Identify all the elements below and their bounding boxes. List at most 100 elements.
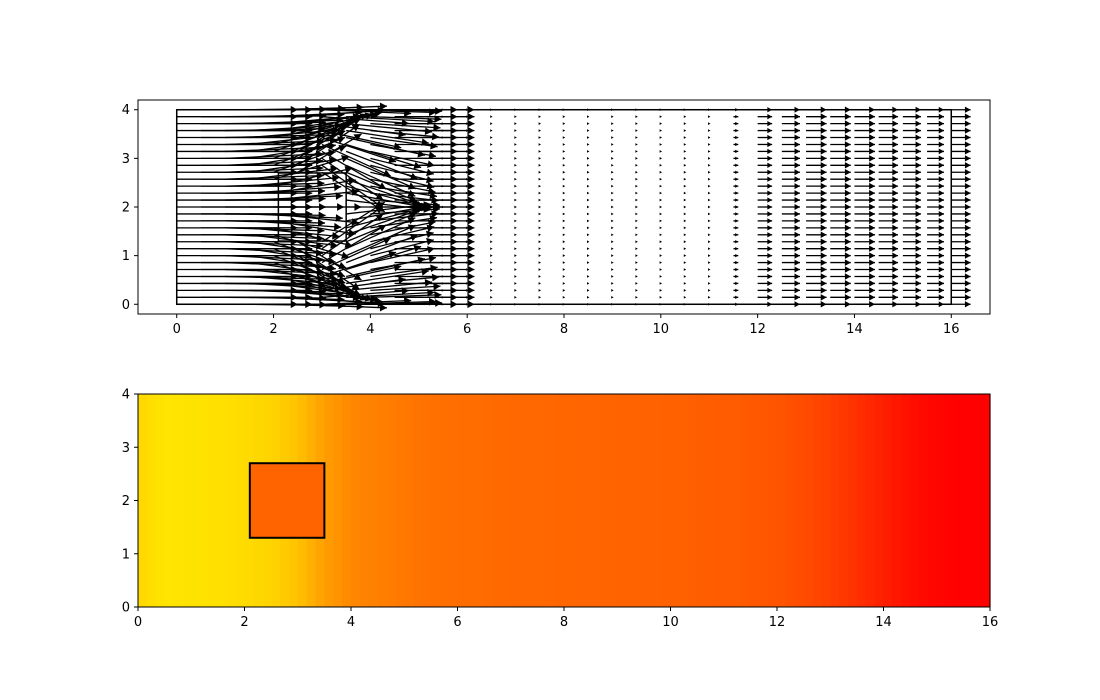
quiver-arrow (806, 127, 827, 134)
quiver-arrow (806, 162, 827, 169)
quiver-arrow (806, 238, 827, 245)
quiver-arrow (514, 191, 517, 195)
quiver-arrow (708, 143, 711, 146)
quiver-arrow (902, 287, 922, 294)
quiver-arrow (708, 247, 711, 251)
quiver-arrow (562, 261, 566, 264)
quiver-arrow (490, 289, 493, 292)
quiver-arrow (562, 247, 566, 251)
heatmap-cell (457, 394, 467, 607)
heatmap-cell (635, 394, 645, 607)
heatmap-cell (759, 394, 769, 607)
heatmap-cell (519, 394, 530, 607)
quiver-arrow (806, 169, 827, 176)
quiver-arrow (490, 275, 493, 278)
quiver-arrow (830, 120, 851, 127)
quiver-arrow (490, 177, 493, 181)
quiver-arrow (441, 226, 445, 230)
quiver-arrow (951, 141, 971, 148)
quiver-arrow (854, 134, 876, 141)
quiver-arrow (635, 247, 638, 251)
quiver-arrow (635, 115, 638, 119)
heatmap-cell (501, 394, 512, 607)
x-tick-label: 4 (366, 322, 374, 337)
quiver-arrow (733, 246, 739, 251)
quiver-arrow (951, 148, 971, 155)
quiver-arrow (659, 302, 663, 306)
quiver-arrow (830, 169, 851, 176)
quiver-arrow (757, 266, 773, 273)
quiver-arrow (733, 253, 739, 258)
x-tick-label: 14 (846, 322, 863, 337)
quiver-arrow (586, 108, 590, 112)
quiver-arrow (538, 122, 542, 125)
quiver-arrow (538, 289, 542, 292)
quiver-arrow (757, 107, 773, 113)
quiver-arrow (465, 198, 469, 202)
quiver-arrow (490, 205, 493, 209)
quiver-arrow (611, 163, 614, 167)
quiver-arrow (538, 136, 542, 139)
quiver-arrow (830, 280, 851, 287)
heatmap-cell (342, 394, 352, 607)
quiver-arrow (465, 136, 469, 139)
quiver-arrow (586, 150, 590, 153)
quiver-arrow (635, 150, 638, 153)
quiver-arrow (927, 106, 945, 113)
quiver-arrow (757, 252, 773, 259)
quiver-arrow (441, 157, 445, 160)
quiver-arrow (830, 287, 851, 294)
quiver-arrow (490, 143, 493, 146)
y-tick-label: 2 (122, 494, 130, 509)
quiver-arrow (951, 196, 971, 204)
heatmap-cell (324, 394, 334, 607)
quiver-arrow (538, 295, 542, 299)
quiver-arrow (683, 115, 687, 119)
x-tick-label: 8 (560, 322, 568, 337)
heatmap-cell (386, 394, 396, 607)
quiver-arrow (611, 191, 614, 195)
heatmap-cell (146, 394, 157, 607)
quiver-arrow (854, 120, 876, 127)
quiver-arrow (490, 282, 493, 285)
quiver-arrow (708, 157, 711, 160)
quiver-arrow (854, 169, 876, 176)
quiver-arrow (806, 231, 827, 239)
quiver-arrow (951, 169, 971, 176)
heatmap-cell (830, 394, 840, 607)
quiver-arrow (441, 254, 445, 257)
quiver-arrow (854, 224, 876, 232)
quiver-arrow (854, 106, 876, 113)
quiver-arrow (635, 282, 638, 285)
quiver-arrow (659, 115, 663, 119)
quiver-arrow (683, 282, 687, 285)
quiver-arrow (441, 302, 445, 306)
quiver-arrow (465, 268, 469, 271)
quiver-arrow (781, 245, 800, 252)
quiver-arrow (441, 268, 445, 271)
quiver-arrow (562, 122, 566, 125)
quiver-arrow (830, 273, 851, 280)
quiver-arrow (611, 136, 614, 139)
quiver-arrow (781, 273, 800, 280)
quiver-arrow (781, 141, 800, 148)
quiver-arrow (902, 217, 922, 224)
quiver-arrow (733, 128, 739, 133)
quiver-arrow (806, 148, 827, 155)
quiver-arrow (611, 198, 614, 202)
quiver-arrow (611, 122, 614, 125)
quiver-arrow (927, 218, 945, 224)
quiver-arrow (951, 183, 971, 190)
quiver-arrow (854, 196, 876, 204)
heatmap-cell (856, 394, 867, 607)
quiver-arrow (878, 210, 899, 218)
quiver-arrow (733, 288, 739, 293)
quiver-arrow (611, 261, 614, 264)
heatmap-cell (404, 394, 414, 607)
quiver-arrow (538, 143, 542, 146)
quiver-arrow (781, 162, 800, 169)
quiver-arrow (562, 150, 566, 153)
quiver-arrow (830, 182, 851, 190)
quiver-arrow (781, 183, 800, 190)
